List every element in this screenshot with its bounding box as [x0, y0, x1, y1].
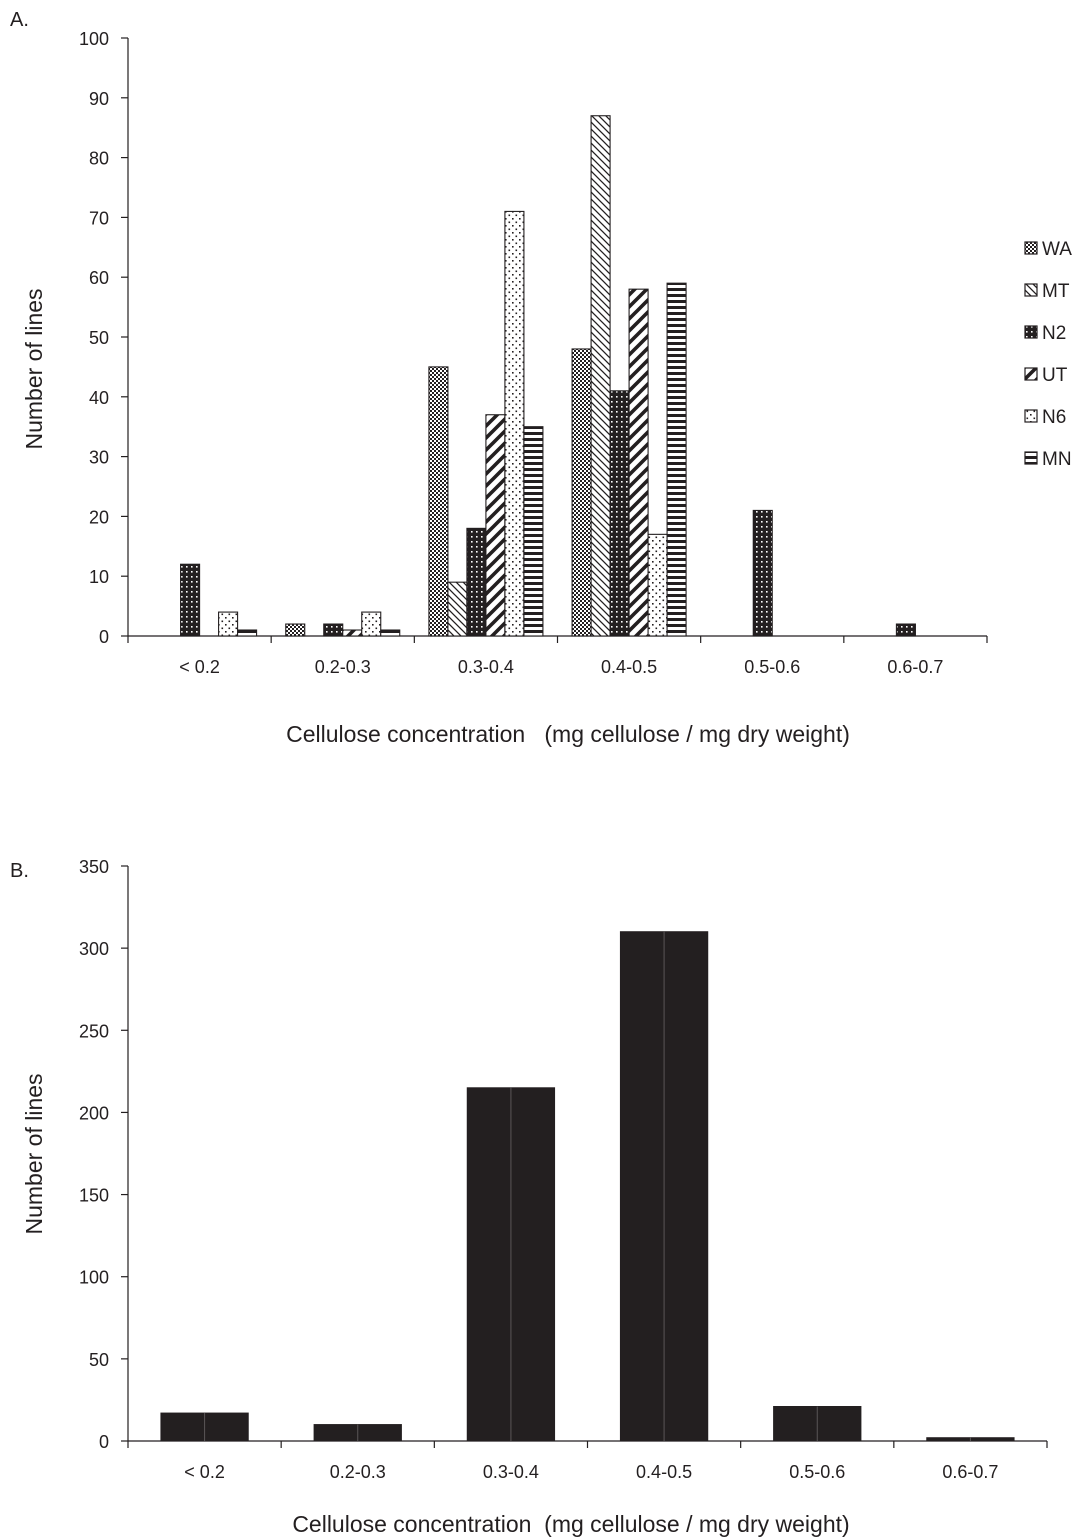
bar-mt-2: [447, 581, 468, 637]
y-tick-label: 0: [99, 1432, 109, 1452]
y-tick-label: 20: [89, 507, 109, 527]
bars-b: [160, 931, 1015, 1442]
legend-swatch-ut: [1024, 367, 1038, 381]
y-tick-label: 200: [79, 1103, 109, 1123]
x-tick-label: 0.3-0.4: [458, 657, 514, 677]
x-tick-label: 0.2-0.3: [315, 657, 371, 677]
panel-label-b: B.: [10, 860, 29, 882]
y-tick-label: 350: [79, 857, 109, 877]
legend-label-mt: MT: [1042, 281, 1070, 302]
y-tick-label: 100: [79, 1268, 109, 1288]
x-tick-label: 0.2-0.3: [330, 1462, 386, 1482]
legend-label-mn: MN: [1042, 449, 1072, 470]
bar-n2-1: [323, 623, 344, 637]
x-tick-label: 0.4-0.5: [601, 657, 657, 677]
legend-a: WA MT N2 UT N6 MN: [1024, 239, 1072, 470]
y-axis-label-a: Number of lines: [21, 288, 47, 449]
x-ticks-a: < 0.2 0.2-0.3 0.3-0.4 0.4-0.5 0.5-0.6 0.6-0.7: [127, 636, 988, 677]
y-tick-label: 50: [89, 1350, 109, 1370]
x-tick-label: 0.5-0.6: [789, 1462, 845, 1482]
bar-wa-3: [571, 348, 592, 637]
bar-n2-0: [180, 563, 201, 637]
x-tick-label: 0.6-0.7: [942, 1462, 998, 1482]
y-axis-label-b: Number of lines: [21, 1073, 47, 1234]
x-tick-label: < 0.2: [184, 1462, 225, 1482]
x-axis-label-a: Cellulose concentration (mg cellulose / …: [286, 721, 850, 747]
legend-label-n6: N6: [1042, 407, 1066, 428]
bar-n6-2: [504, 210, 525, 637]
bar-ut-1: [342, 629, 363, 637]
legend-swatch-n6: [1024, 409, 1038, 423]
y-tick-label: 50: [89, 328, 109, 348]
bar-wa-2: [428, 366, 449, 637]
legend-swatch-n2: [1024, 325, 1038, 339]
bar-n2-2: [466, 527, 487, 637]
y-tick-label: 10: [89, 567, 109, 587]
y-tick-label: 100: [79, 29, 109, 49]
y-tick-label: 60: [89, 268, 109, 288]
legend-swatch-mt: [1024, 283, 1038, 297]
y-ticks-b: 0 50 100 150 200 250 300 350: [79, 857, 128, 1452]
y-tick-label: 30: [89, 448, 109, 468]
panel-label-a: A.: [10, 9, 29, 31]
legend-swatch-mn: [1024, 451, 1038, 465]
panel-a: A. 0 10 20 30 40 50 60 70 80 90 100 < 0.2 0.2-0.3 0.…: [10, 9, 1072, 747]
y-tick-label: 90: [89, 89, 109, 109]
bar-n2-3: [609, 390, 630, 637]
y-tick-label: 250: [79, 1021, 109, 1041]
y-tick-label: 40: [89, 388, 109, 408]
y-tick-label: 150: [79, 1186, 109, 1206]
bar-mt-3: [590, 115, 611, 637]
y-tick-label: 70: [89, 208, 109, 228]
bar-wa-1: [285, 623, 306, 637]
y-tick-label: 80: [89, 149, 109, 169]
bar-mn-3: [666, 282, 687, 637]
bar-n6-0: [218, 611, 239, 637]
y-tick-label: 300: [79, 939, 109, 959]
y-ticks-a: 0 10 20 30 40 50 60 70 80 90 100: [79, 29, 128, 647]
bar-mn-0: [237, 629, 258, 637]
x-tick-label: 0.3-0.4: [483, 1462, 539, 1482]
bar-n2-4: [752, 509, 773, 637]
legend-swatch-wa: [1024, 241, 1038, 255]
x-tick-label: < 0.2: [179, 657, 220, 677]
bar-n2-5: [895, 623, 916, 637]
bar-ut-3: [628, 288, 649, 637]
bars-a: [180, 115, 916, 637]
x-tick-label: 0.4-0.5: [636, 1462, 692, 1482]
legend-label-wa: WA: [1042, 239, 1072, 260]
x-axis-label-b: Cellulose concentration (mg cellulose / …: [292, 1511, 849, 1537]
bar-mn-2: [523, 426, 544, 637]
x-tick-label: 0.6-0.7: [887, 657, 943, 677]
bar-mn-1: [380, 629, 401, 637]
legend-label-n2: N2: [1042, 323, 1066, 344]
bar-n6-1: [361, 611, 382, 637]
bar-ut-2: [485, 414, 506, 637]
x-ticks-b: < 0.2 0.2-0.3 0.3-0.4 0.4-0.5 0.5-0.6 0.6-0.7: [127, 1441, 1048, 1482]
y-tick-label: 0: [99, 627, 109, 647]
panel-b: B. 0 50 100 150 200 250 300 350 < 0.2 0.2-0.3 0.3…: [10, 857, 1048, 1537]
legend-label-ut: UT: [1042, 365, 1068, 386]
bar-n6-3: [647, 533, 668, 637]
x-tick-label: 0.5-0.6: [744, 657, 800, 677]
